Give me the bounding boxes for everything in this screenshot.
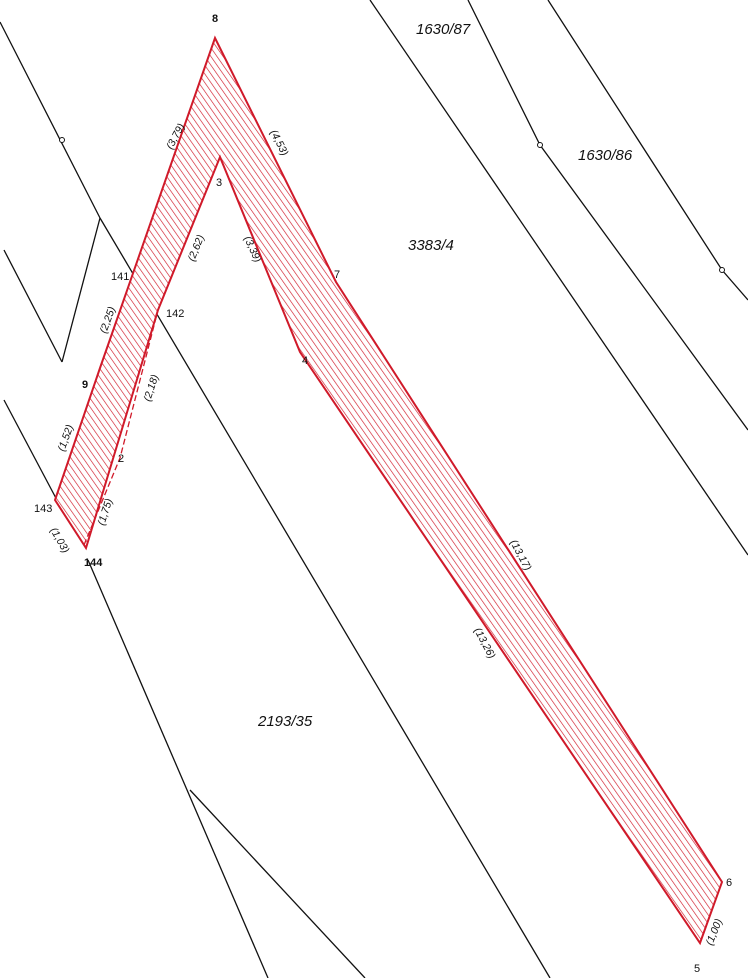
- parcel-id-3383-4: 3383/4: [408, 237, 454, 254]
- boundary-line-d: [99, 217, 551, 978]
- point-142: 142: [166, 308, 184, 320]
- point-2: 2: [118, 453, 124, 465]
- boundary-node-1: [59, 137, 65, 143]
- point-6: 6: [726, 877, 732, 889]
- parcel-id-1630-86: 1630/86: [578, 147, 633, 164]
- easement-strip: [53, 35, 724, 946]
- dimension-2-18: (2,18): [141, 373, 161, 403]
- point-7: 7: [334, 269, 340, 281]
- boundary-line-f: [87, 559, 269, 978]
- point-3: 3: [216, 177, 222, 189]
- boundary-line-a: [0, 21, 101, 219]
- boundary-line-b: [61, 217, 101, 363]
- parcel-id-2193-35: 2193/35: [257, 713, 313, 730]
- dimension-2-62: (2,62): [186, 233, 207, 263]
- point-9: 9: [82, 379, 88, 391]
- point-143: 143: [34, 503, 52, 515]
- parcel-id-1630-87: 1630/87: [416, 21, 471, 38]
- boundary-line-i: [467, 0, 748, 431]
- point-141: 141: [111, 271, 129, 283]
- point-4: 4: [302, 355, 308, 367]
- dimension-1-03: (1,03): [47, 526, 71, 556]
- point-8: 8: [212, 13, 218, 25]
- boundary-line-c: [3, 249, 63, 363]
- boundary-node-2: [537, 142, 543, 148]
- boundary-line-h: [369, 0, 748, 556]
- easement-inner-edge: [83, 155, 701, 944]
- boundary-node-3: [719, 267, 725, 273]
- boundary-line-e: [3, 399, 59, 503]
- point-144: 144: [84, 557, 103, 569]
- point-5: 5: [694, 963, 700, 975]
- boundary-line-g: [189, 789, 366, 978]
